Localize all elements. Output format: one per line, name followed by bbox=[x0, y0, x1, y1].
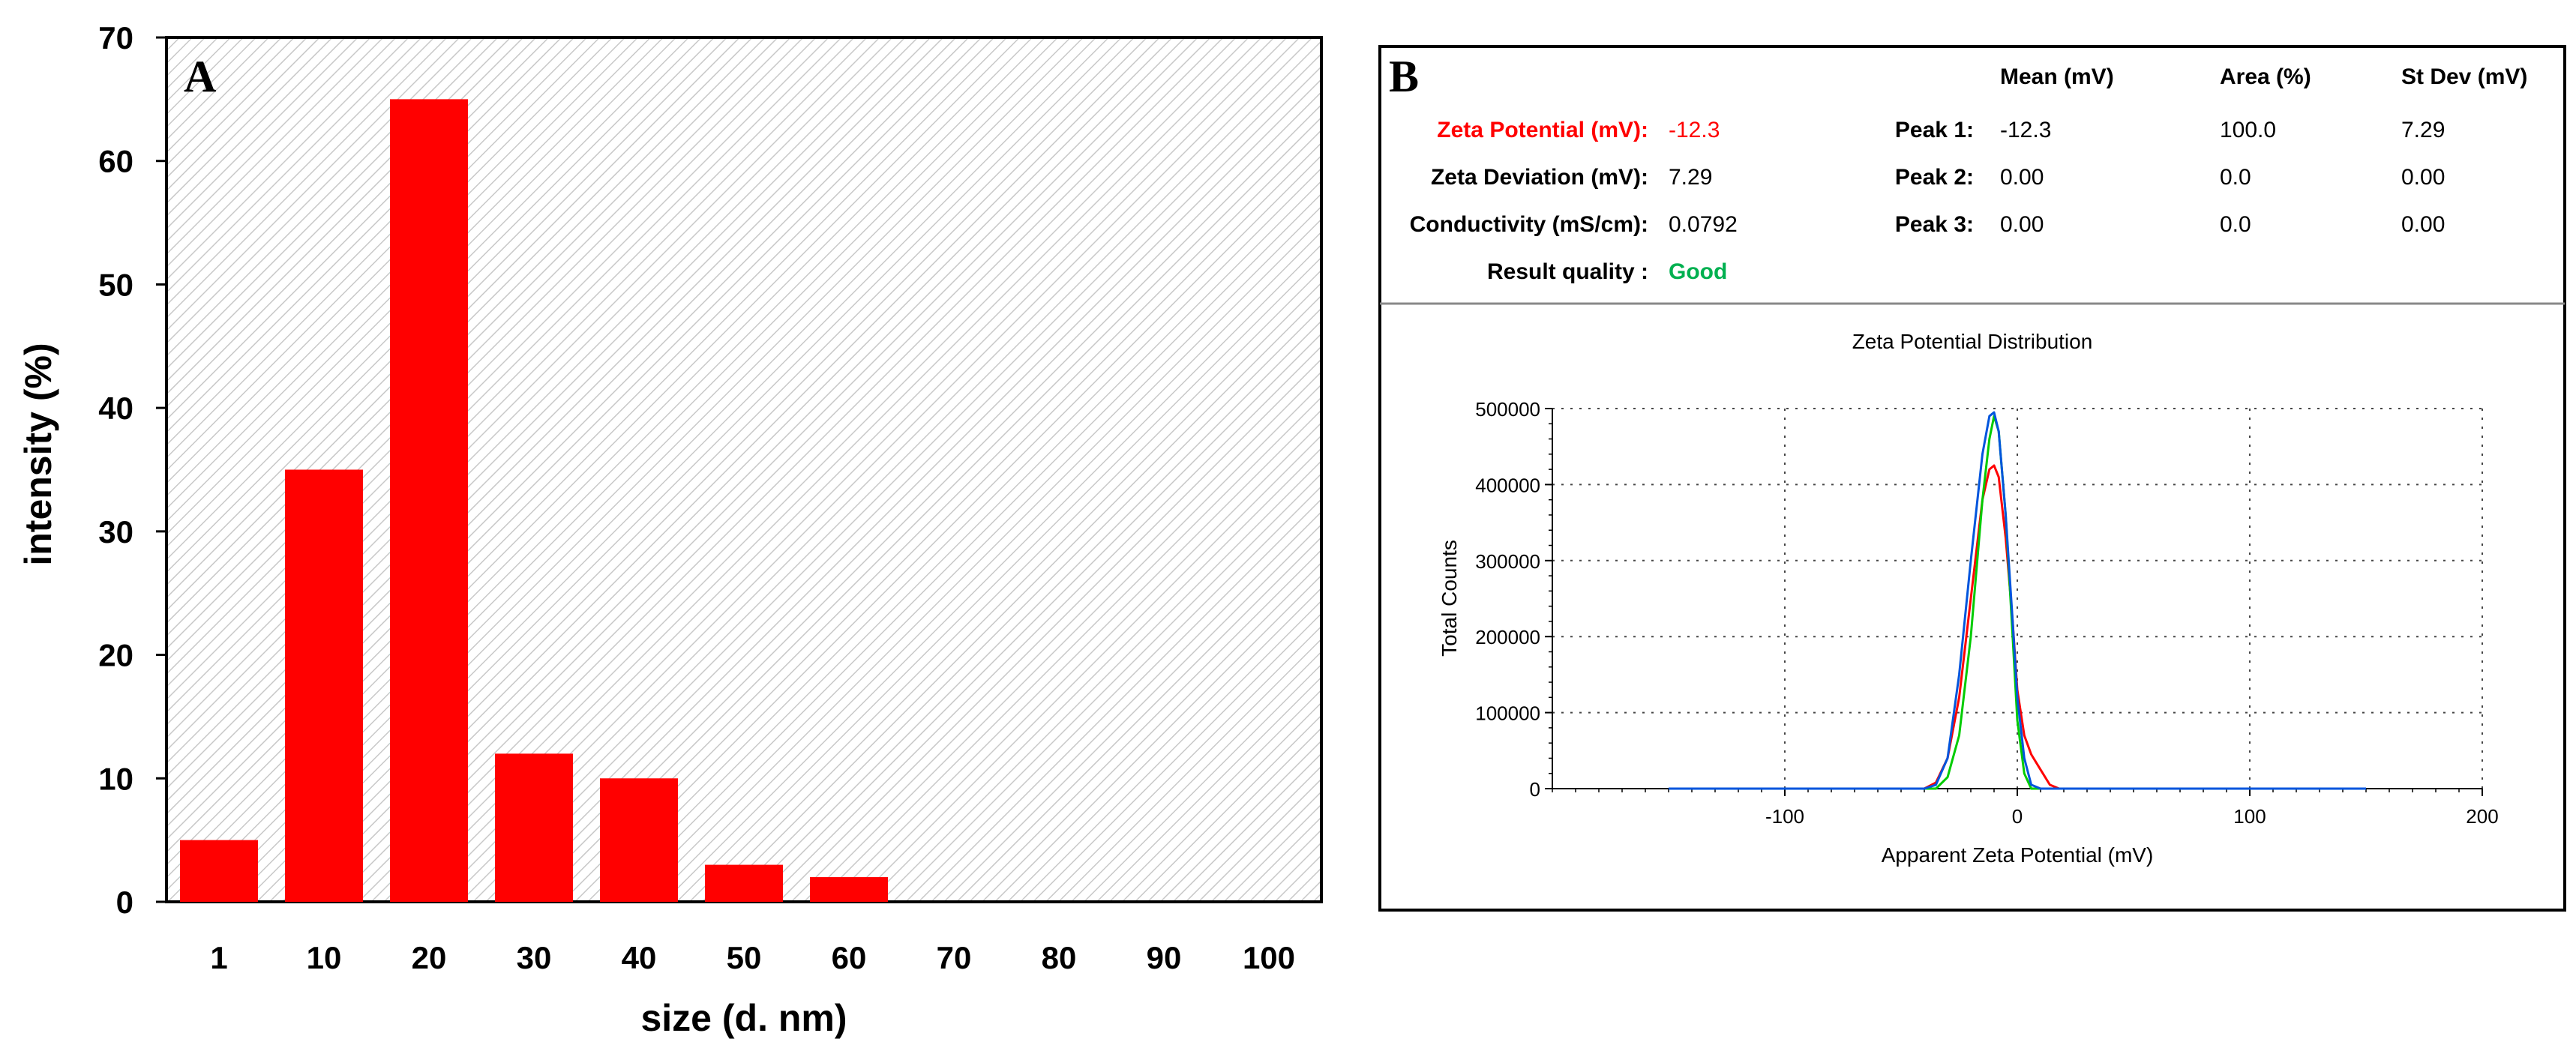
y-tick-label-50: 50 bbox=[98, 267, 133, 302]
bar-30 bbox=[495, 753, 573, 902]
y-tick-label-30: 30 bbox=[98, 514, 133, 549]
x-tick-label-100: 100 bbox=[1243, 940, 1295, 975]
bar-10 bbox=[285, 469, 363, 902]
y-tick-label-400000: 400000 bbox=[1475, 474, 1540, 496]
peak-3-label: Peak 3: bbox=[1895, 212, 1974, 237]
y-tick-label-500000: 500000 bbox=[1475, 398, 1540, 421]
zeta-deviation-value: 7.29 bbox=[1669, 165, 1712, 190]
y-tick-label-300000: 300000 bbox=[1475, 550, 1540, 573]
x-tick-label-70: 70 bbox=[937, 940, 972, 975]
bar-20 bbox=[390, 99, 468, 902]
panel-b-y-axis-label: Total Counts bbox=[1438, 540, 1461, 657]
panel-b-x-axis-label: Apparent Zeta Potential (mV) bbox=[1882, 843, 2154, 867]
zeta-potential-value: -12.3 bbox=[1669, 118, 1720, 142]
panel-a-bar-chart: A 0 10 20 30 40 50 60 70 1 10 20 30 40 50 60 70 80 90 100… bbox=[17, 20, 1323, 1039]
panel-a-x-axis-label: size (d. nm) bbox=[640, 997, 847, 1039]
result-quality-value: Good bbox=[1669, 259, 1727, 284]
x-tick-label-50: 50 bbox=[727, 940, 762, 975]
peak-2-label: Peak 2: bbox=[1895, 165, 1974, 190]
conductivity-label: Conductivity (mS/cm): bbox=[1410, 212, 1648, 237]
y-tick-label-0: 0 bbox=[116, 885, 133, 920]
conductivity-value: 0.0792 bbox=[1669, 212, 1738, 237]
x-tick-label-200: 200 bbox=[2466, 805, 2498, 828]
panel-b-frame bbox=[1378, 45, 2566, 912]
y-tick-label-100000: 100000 bbox=[1475, 702, 1540, 725]
y-tick-label-10: 10 bbox=[98, 761, 133, 796]
bar-1 bbox=[180, 840, 258, 902]
x-tick-label-80: 80 bbox=[1042, 940, 1077, 975]
panel-a-bars bbox=[180, 99, 888, 902]
x-tick-label-60: 60 bbox=[832, 940, 867, 975]
x-tick-label-10: 10 bbox=[307, 940, 342, 975]
series-line-2 bbox=[1669, 415, 2366, 790]
panel-b-label: B bbox=[1389, 52, 1419, 101]
y-tick-label-0: 0 bbox=[1530, 778, 1540, 801]
panel-b-y-ticks: 0 100000 200000 300000 400000 500000 bbox=[1475, 398, 1552, 801]
peak-1-label: Peak 1: bbox=[1895, 118, 1974, 142]
panel-a-y-ticks: 0 10 20 30 40 50 60 70 bbox=[98, 20, 166, 920]
y-tick-label-20: 20 bbox=[98, 638, 133, 673]
y-tick-label-200000: 200000 bbox=[1475, 626, 1540, 648]
peak-2-stdev: 0.00 bbox=[2401, 165, 2445, 190]
peak-2-area: 0.0 bbox=[2220, 165, 2251, 190]
panel-a-y-axis-label: intensity (%) bbox=[17, 343, 59, 565]
x-tick-label-30: 30 bbox=[517, 940, 552, 975]
zeta-deviation-label: Zeta Deviation (mV): bbox=[1431, 165, 1648, 190]
bar-40 bbox=[600, 778, 678, 902]
peak-2-mean: 0.00 bbox=[2000, 165, 2044, 190]
x-tick-label-20: 20 bbox=[412, 940, 447, 975]
y-tick-label-40: 40 bbox=[98, 391, 133, 426]
peak-3-stdev: 0.00 bbox=[2401, 212, 2445, 237]
peak-1-mean: -12.3 bbox=[2000, 118, 2051, 142]
panel-b-x-ticks: -100 0 100 200 bbox=[1552, 789, 2499, 828]
bar-60 bbox=[810, 877, 888, 902]
column-header-area: Area (%) bbox=[2220, 64, 2311, 89]
column-header-mean: Mean (mV) bbox=[2000, 64, 2114, 89]
panel-b-zeta-report: B Mean (mV) Area (%) St Dev (mV) Zeta Po… bbox=[1378, 45, 2566, 912]
result-quality-label: Result quality : bbox=[1487, 259, 1648, 284]
panel-a-label: A bbox=[184, 52, 216, 101]
x-tick-label-1: 1 bbox=[210, 940, 227, 975]
peak-1-stdev: 7.29 bbox=[2401, 118, 2445, 142]
y-tick-label-60: 60 bbox=[98, 144, 133, 179]
peak-1-area: 100.0 bbox=[2220, 118, 2276, 142]
y-tick-label-70: 70 bbox=[98, 20, 133, 55]
peak-3-area: 0.0 bbox=[2220, 212, 2251, 237]
zeta-potential-label: Zeta Potential (mV): bbox=[1437, 118, 1648, 142]
panel-a-x-ticks: 1 10 20 30 40 50 60 70 80 90 100 bbox=[210, 940, 1295, 975]
peak-3-mean: 0.00 bbox=[2000, 212, 2044, 237]
x-tick-label-0: 0 bbox=[2012, 805, 2023, 828]
results-table: Mean (mV) Area (%) St Dev (mV) Zeta Pote… bbox=[1410, 64, 2528, 284]
series-line-3 bbox=[1669, 411, 2366, 790]
column-header-stdev: St Dev (mV) bbox=[2401, 64, 2527, 89]
x-tick-label--100: -100 bbox=[1765, 805, 1804, 828]
panel-b-chart-title: Zeta Potential Distribution bbox=[1852, 330, 2093, 353]
x-tick-label-90: 90 bbox=[1147, 940, 1182, 975]
bar-50 bbox=[705, 864, 783, 902]
panel-b-series bbox=[1669, 411, 2366, 790]
x-tick-label-100: 100 bbox=[2233, 805, 2266, 828]
x-tick-label-40: 40 bbox=[622, 940, 657, 975]
